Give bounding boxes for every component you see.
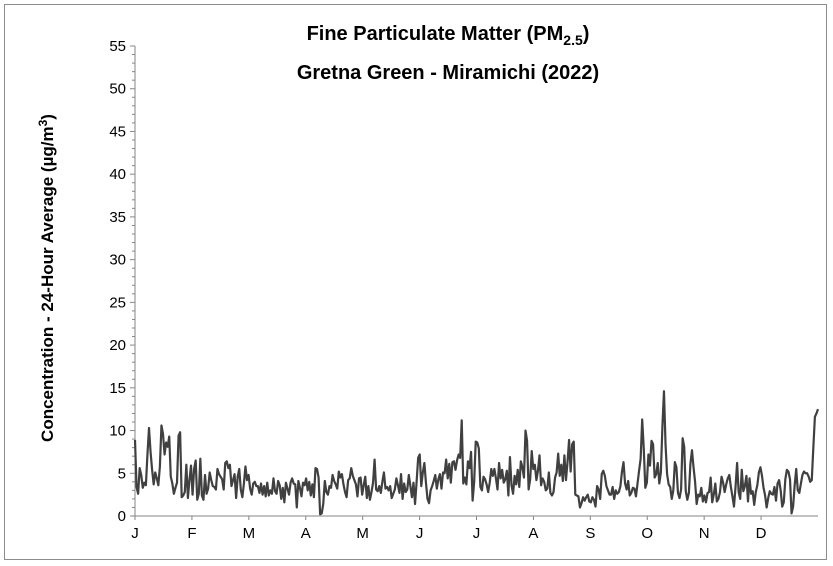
- y-tick-label: 15: [109, 380, 126, 397]
- y-tick-label: 5: [118, 465, 126, 482]
- y-tick-label: 35: [109, 209, 126, 226]
- y-tick-label: 55: [109, 38, 126, 55]
- x-tick-label: A: [301, 525, 311, 542]
- y-tick-label: 30: [109, 252, 126, 269]
- chart-title-line1: Fine Particulate Matter (PM2.5): [307, 23, 590, 48]
- y-tick-label: 40: [109, 166, 126, 183]
- x-tick-label: A: [528, 525, 538, 542]
- y-tick-label: 50: [109, 81, 126, 98]
- ylabel-main: Concentration - 24-Hour Average (µg/m: [38, 126, 57, 442]
- x-tick-label: O: [641, 525, 653, 542]
- x-tick-label: J: [416, 525, 424, 542]
- chart-title-line2: Gretna Green - Miramichi (2022): [297, 62, 599, 84]
- x-tick-label: J: [473, 525, 481, 542]
- x-tick-label: D: [756, 525, 767, 542]
- x-tick-label: M: [243, 525, 256, 542]
- axes: [130, 45, 818, 520]
- x-tick-label: S: [585, 525, 595, 542]
- title-main: Fine Particulate Matter (PM: [307, 23, 564, 45]
- ylabel-superscript: 3: [36, 119, 50, 126]
- y-tick-label: 25: [109, 294, 126, 311]
- y-tick-label: 20: [109, 337, 126, 354]
- x-tick-label: N: [699, 525, 710, 542]
- y-tick-labels: 0 5 10 15 20 25 30 35 40 45 50 55: [109, 38, 126, 525]
- title-subscript: 2.5: [563, 32, 583, 48]
- ylabel-close: ): [38, 114, 57, 120]
- y-axis-label: Concentration - 24-Hour Average (µg/m3): [36, 114, 57, 442]
- y-tick-label: 0: [118, 508, 126, 525]
- x-tick-label: F: [187, 525, 196, 542]
- series-line-pm25: [133, 390, 820, 516]
- y-tick-label: 45: [109, 123, 126, 140]
- y-tick-label: 10: [109, 423, 126, 440]
- x-tick-label: M: [356, 525, 369, 542]
- title-close: ): [583, 23, 590, 45]
- x-tick-label: J: [131, 525, 139, 542]
